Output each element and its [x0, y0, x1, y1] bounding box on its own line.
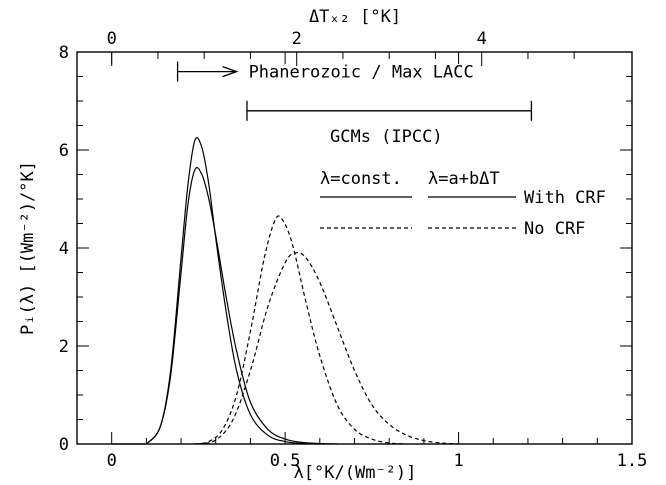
series-line-1 — [146, 138, 319, 444]
legend-with-crf: With CRF — [524, 188, 606, 208]
y-tick-label: 2 — [59, 337, 69, 357]
top-tick-label: 4 — [477, 29, 487, 49]
legend: λ=const. λ=a+bΔT With CRF No CRF — [320, 169, 606, 239]
y-tick-label: 8 — [59, 43, 69, 63]
y-tick-label: 6 — [59, 141, 69, 161]
x-tick-label: 1 — [453, 451, 463, 471]
gcms-label: GCMs (IPCC) — [330, 127, 443, 147]
series-line-2 — [146, 168, 337, 444]
series-line-4 — [198, 253, 458, 444]
y-axis-title: Pᵢ(λ) [(Wm⁻²)/°K] — [18, 161, 38, 335]
x-axis-title: λ[°K/(Wm⁻²)] — [294, 463, 417, 483]
curves — [112, 138, 459, 444]
x-tick-label: 1.5 — [617, 451, 648, 471]
top-axis-title: ΔTₓ₂ [°K] — [309, 7, 401, 27]
annotations: Phanerozoic / Max LACC GCMs (IPCC) — [178, 62, 532, 147]
legend-no-crf: No CRF — [524, 219, 585, 239]
series-line-3 — [195, 216, 407, 444]
top-tick-label: 2 — [292, 29, 302, 49]
y-tick-label: 4 — [59, 239, 69, 259]
phanerozoic-label: Phanerozoic / Max LACC — [249, 63, 474, 83]
legend-col1: λ=const. — [320, 169, 402, 189]
y-tick-label: 0 — [59, 435, 69, 455]
top-tick-label: 0 — [107, 29, 117, 49]
x-tick-label: 0 — [107, 451, 117, 471]
legend-col2: λ=a+bΔT — [428, 169, 500, 189]
